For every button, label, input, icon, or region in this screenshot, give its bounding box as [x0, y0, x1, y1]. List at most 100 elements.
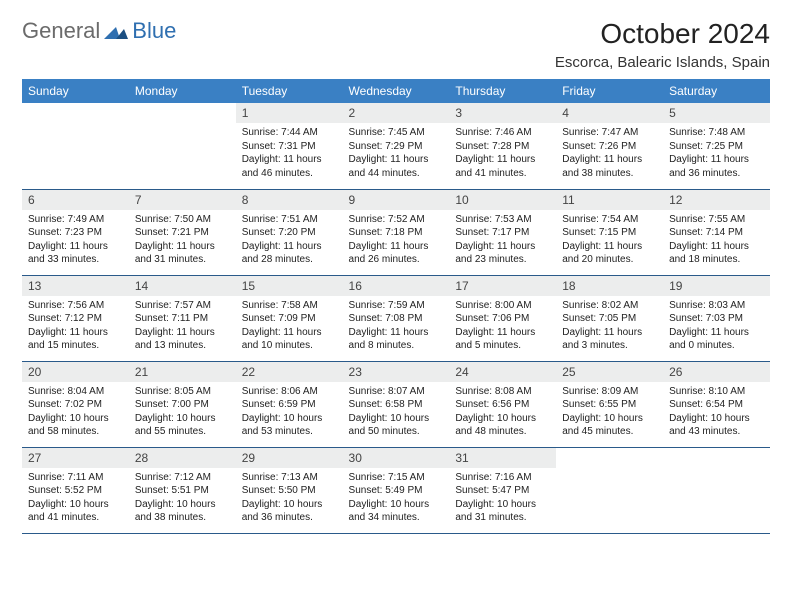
day-details: Sunrise: 8:10 AMSunset: 6:54 PMDaylight:…: [663, 382, 770, 443]
sunset-text: Sunset: 7:15 PM: [562, 226, 657, 240]
calendar-cell: 7Sunrise: 7:50 AMSunset: 7:21 PMDaylight…: [129, 189, 236, 275]
daylight-text: Daylight: 10 hours and 48 minutes.: [455, 412, 550, 439]
daylight-text: Daylight: 10 hours and 34 minutes.: [349, 498, 444, 525]
day-number: 13: [22, 276, 129, 296]
sunset-text: Sunset: 7:28 PM: [455, 140, 550, 154]
day-number: 9: [343, 190, 450, 210]
daylight-text: Daylight: 10 hours and 31 minutes.: [455, 498, 550, 525]
day-number: 10: [449, 190, 556, 210]
calendar-cell: [556, 447, 663, 533]
daylight-text: Daylight: 10 hours and 50 minutes.: [349, 412, 444, 439]
day-details: Sunrise: 7:51 AMSunset: 7:20 PMDaylight:…: [236, 210, 343, 271]
calendar-cell: 30Sunrise: 7:15 AMSunset: 5:49 PMDayligh…: [343, 447, 450, 533]
day-number: 21: [129, 362, 236, 382]
sunset-text: Sunset: 6:54 PM: [669, 398, 764, 412]
sunrise-text: Sunrise: 8:07 AM: [349, 385, 444, 399]
day-number: 31: [449, 448, 556, 468]
day-details: Sunrise: 8:06 AMSunset: 6:59 PMDaylight:…: [236, 382, 343, 443]
calendar-week-row: 13Sunrise: 7:56 AMSunset: 7:12 PMDayligh…: [22, 275, 770, 361]
day-details: Sunrise: 7:56 AMSunset: 7:12 PMDaylight:…: [22, 296, 129, 357]
sunrise-text: Sunrise: 7:51 AM: [242, 213, 337, 227]
sunset-text: Sunset: 7:14 PM: [669, 226, 764, 240]
sunrise-text: Sunrise: 7:57 AM: [135, 299, 230, 313]
sunrise-text: Sunrise: 8:02 AM: [562, 299, 657, 313]
weekday-header: Saturday: [663, 79, 770, 103]
sunrise-text: Sunrise: 7:12 AM: [135, 471, 230, 485]
day-number: 2: [343, 103, 450, 123]
daylight-text: Daylight: 11 hours and 28 minutes.: [242, 240, 337, 267]
day-details: Sunrise: 7:49 AMSunset: 7:23 PMDaylight:…: [22, 210, 129, 271]
logo: General Blue: [22, 18, 176, 44]
weekday-header-row: Sunday Monday Tuesday Wednesday Thursday…: [22, 79, 770, 103]
sunrise-text: Sunrise: 7:15 AM: [349, 471, 444, 485]
sunset-text: Sunset: 7:09 PM: [242, 312, 337, 326]
daylight-text: Daylight: 11 hours and 36 minutes.: [669, 153, 764, 180]
day-details: Sunrise: 8:08 AMSunset: 6:56 PMDaylight:…: [449, 382, 556, 443]
sunset-text: Sunset: 5:49 PM: [349, 484, 444, 498]
day-details: Sunrise: 7:46 AMSunset: 7:28 PMDaylight:…: [449, 123, 556, 184]
day-details: Sunrise: 7:48 AMSunset: 7:25 PMDaylight:…: [663, 123, 770, 184]
daylight-text: Daylight: 10 hours and 43 minutes.: [669, 412, 764, 439]
sunrise-text: Sunrise: 8:10 AM: [669, 385, 764, 399]
daylight-text: Daylight: 11 hours and 23 minutes.: [455, 240, 550, 267]
calendar-week-row: 6Sunrise: 7:49 AMSunset: 7:23 PMDaylight…: [22, 189, 770, 275]
calendar-cell: 3Sunrise: 7:46 AMSunset: 7:28 PMDaylight…: [449, 103, 556, 189]
day-details: Sunrise: 7:53 AMSunset: 7:17 PMDaylight:…: [449, 210, 556, 271]
sunset-text: Sunset: 6:55 PM: [562, 398, 657, 412]
day-details: Sunrise: 7:59 AMSunset: 7:08 PMDaylight:…: [343, 296, 450, 357]
calendar-cell: 17Sunrise: 8:00 AMSunset: 7:06 PMDayligh…: [449, 275, 556, 361]
calendar-cell: 18Sunrise: 8:02 AMSunset: 7:05 PMDayligh…: [556, 275, 663, 361]
sunrise-text: Sunrise: 7:54 AM: [562, 213, 657, 227]
day-details: Sunrise: 7:52 AMSunset: 7:18 PMDaylight:…: [343, 210, 450, 271]
calendar-cell: 21Sunrise: 8:05 AMSunset: 7:00 PMDayligh…: [129, 361, 236, 447]
calendar-cell: 25Sunrise: 8:09 AMSunset: 6:55 PMDayligh…: [556, 361, 663, 447]
daylight-text: Daylight: 10 hours and 58 minutes.: [28, 412, 123, 439]
sunrise-text: Sunrise: 8:00 AM: [455, 299, 550, 313]
weekday-header: Monday: [129, 79, 236, 103]
daylight-text: Daylight: 11 hours and 15 minutes.: [28, 326, 123, 353]
day-number: 29: [236, 448, 343, 468]
page-subtitle: Escorca, Balearic Islands, Spain: [555, 54, 770, 71]
calendar-week-row: 27Sunrise: 7:11 AMSunset: 5:52 PMDayligh…: [22, 447, 770, 533]
sunset-text: Sunset: 7:00 PM: [135, 398, 230, 412]
day-number: 27: [22, 448, 129, 468]
calendar-cell: 5Sunrise: 7:48 AMSunset: 7:25 PMDaylight…: [663, 103, 770, 189]
calendar-table: Sunday Monday Tuesday Wednesday Thursday…: [22, 79, 770, 534]
day-number: 6: [22, 190, 129, 210]
sunset-text: Sunset: 6:59 PM: [242, 398, 337, 412]
sunrise-text: Sunrise: 8:05 AM: [135, 385, 230, 399]
day-details: Sunrise: 7:15 AMSunset: 5:49 PMDaylight:…: [343, 468, 450, 529]
day-number: 14: [129, 276, 236, 296]
calendar-cell: 13Sunrise: 7:56 AMSunset: 7:12 PMDayligh…: [22, 275, 129, 361]
sunset-text: Sunset: 7:20 PM: [242, 226, 337, 240]
daylight-text: Daylight: 10 hours and 36 minutes.: [242, 498, 337, 525]
sunset-text: Sunset: 7:05 PM: [562, 312, 657, 326]
calendar-cell: 9Sunrise: 7:52 AMSunset: 7:18 PMDaylight…: [343, 189, 450, 275]
daylight-text: Daylight: 11 hours and 18 minutes.: [669, 240, 764, 267]
day-number: 11: [556, 190, 663, 210]
sunrise-text: Sunrise: 7:16 AM: [455, 471, 550, 485]
sunrise-text: Sunrise: 7:47 AM: [562, 126, 657, 140]
sunrise-text: Sunrise: 7:44 AM: [242, 126, 337, 140]
sunset-text: Sunset: 7:02 PM: [28, 398, 123, 412]
day-number: 26: [663, 362, 770, 382]
sunrise-text: Sunrise: 8:03 AM: [669, 299, 764, 313]
daylight-text: Daylight: 11 hours and 10 minutes.: [242, 326, 337, 353]
weekday-header: Thursday: [449, 79, 556, 103]
daylight-text: Daylight: 10 hours and 38 minutes.: [135, 498, 230, 525]
sunset-text: Sunset: 7:12 PM: [28, 312, 123, 326]
calendar-cell: 10Sunrise: 7:53 AMSunset: 7:17 PMDayligh…: [449, 189, 556, 275]
calendar-cell: 2Sunrise: 7:45 AMSunset: 7:29 PMDaylight…: [343, 103, 450, 189]
daylight-text: Daylight: 10 hours and 41 minutes.: [28, 498, 123, 525]
sunrise-text: Sunrise: 7:48 AM: [669, 126, 764, 140]
sunset-text: Sunset: 7:26 PM: [562, 140, 657, 154]
daylight-text: Daylight: 11 hours and 13 minutes.: [135, 326, 230, 353]
sunset-text: Sunset: 5:50 PM: [242, 484, 337, 498]
sunset-text: Sunset: 6:56 PM: [455, 398, 550, 412]
header: General Blue October 2024 Escorca, Balea…: [22, 18, 770, 71]
sunrise-text: Sunrise: 7:55 AM: [669, 213, 764, 227]
calendar-cell: [22, 103, 129, 189]
calendar-cell: 14Sunrise: 7:57 AMSunset: 7:11 PMDayligh…: [129, 275, 236, 361]
day-details: Sunrise: 8:09 AMSunset: 6:55 PMDaylight:…: [556, 382, 663, 443]
calendar-cell: 27Sunrise: 7:11 AMSunset: 5:52 PMDayligh…: [22, 447, 129, 533]
